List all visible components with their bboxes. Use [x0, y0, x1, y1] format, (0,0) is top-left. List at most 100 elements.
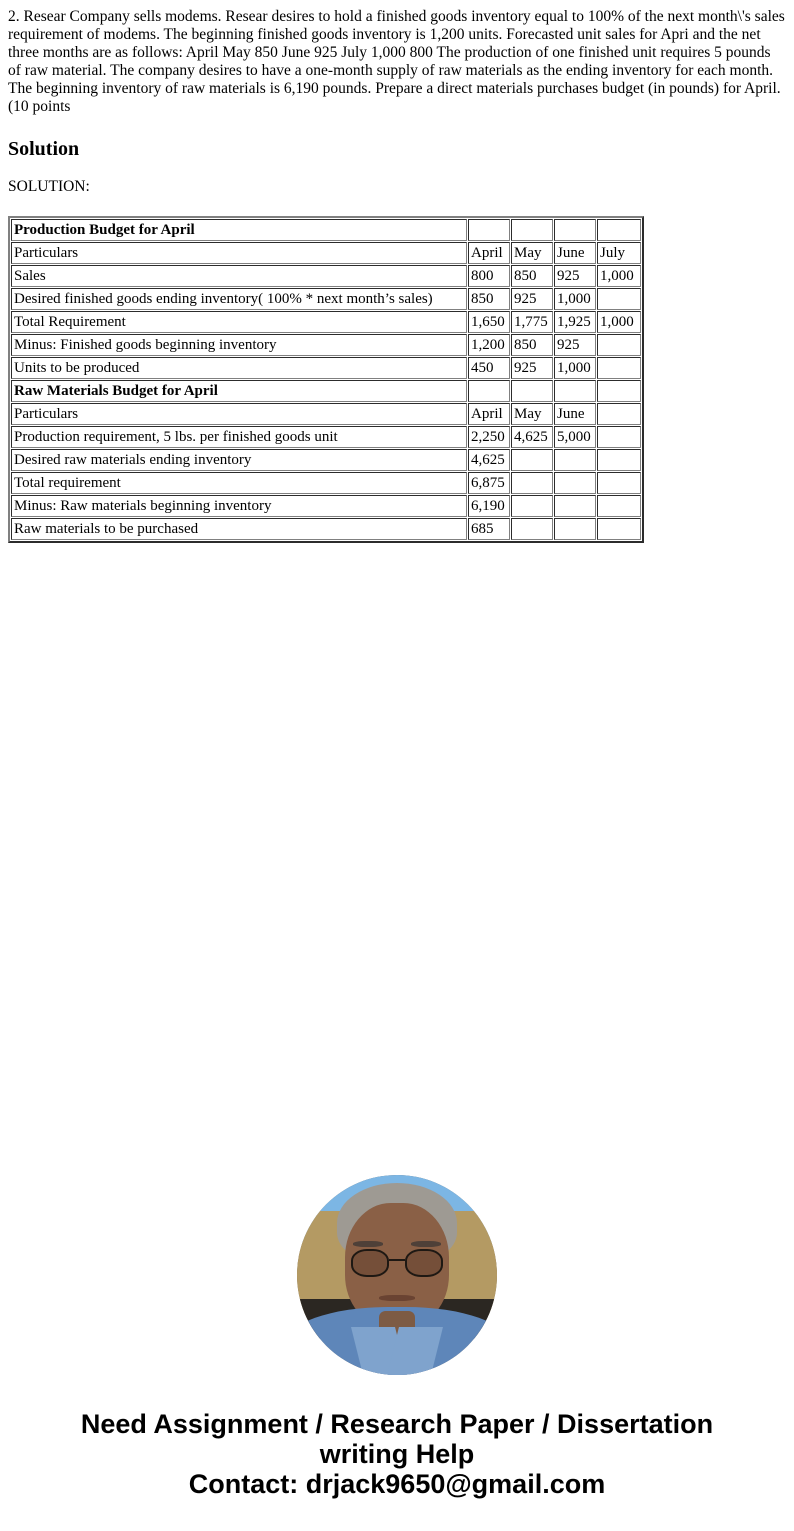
document-page: 2. Resear Company sells modems. Resear d… [0, 8, 794, 1499]
table-row-label: Minus: Finished goods beginning inventor… [11, 334, 467, 356]
table-cell: 1,000 [597, 311, 641, 333]
table-row-label: Total requirement [11, 472, 467, 494]
table-row: Total Requirement 1,650 1,775 1,925 1,000 [11, 311, 641, 333]
problem-statement: 2. Resear Company sells modems. Resear d… [8, 8, 785, 115]
table-cell: June [554, 242, 596, 264]
table-cell: 1,775 [511, 311, 553, 333]
avatar-eyebrow-right [411, 1241, 441, 1247]
table-cell: 925 [554, 265, 596, 287]
avatar-container [8, 1175, 786, 1375]
table-cell: 6,190 [468, 495, 510, 517]
table-row-label: Total Requirement [11, 311, 467, 333]
table-cell: 925 [511, 288, 553, 310]
table-cell [597, 449, 641, 471]
table-cell [597, 334, 641, 356]
table-cell: May [511, 242, 553, 264]
table-cell [511, 495, 553, 517]
avatar-eyeglass-right-icon [405, 1249, 443, 1277]
table-cell [597, 472, 641, 494]
solution-label: SOLUTION: [8, 178, 90, 195]
table-cell: 1,000 [554, 288, 596, 310]
table-row-label: Minus: Raw materials beginning inventory [11, 495, 467, 517]
table-cell: 4,625 [511, 426, 553, 448]
table-cell: 6,875 [468, 472, 510, 494]
table-section-title: Production Budget for April [11, 219, 467, 241]
table-cell: 850 [511, 265, 553, 287]
table-cell [597, 403, 641, 425]
promo-block: Need Assignment / Research Paper / Disse… [8, 1409, 786, 1499]
table-cell: 450 [468, 357, 510, 379]
table-section-title: Raw Materials Budget for April [11, 380, 467, 402]
table-cell: 4,625 [468, 449, 510, 471]
table-row-label: Units to be produced [11, 357, 467, 379]
table-cell [597, 495, 641, 517]
table-row-label: Desired raw materials ending inventory [11, 449, 467, 471]
table-cell: 5,000 [554, 426, 596, 448]
avatar [297, 1175, 497, 1375]
table-cell [554, 495, 596, 517]
table-cell [511, 449, 553, 471]
table-cell [554, 472, 596, 494]
table-cell: 850 [511, 334, 553, 356]
table-cell: 2,250 [468, 426, 510, 448]
table-cell: 1,000 [597, 265, 641, 287]
table-row: Total requirement 6,875 [11, 472, 641, 494]
table-row-label: Desired finished goods ending inventory(… [11, 288, 467, 310]
table-cell [554, 219, 596, 241]
table-row-label: Sales [11, 265, 467, 287]
table-cell: 1,925 [554, 311, 596, 333]
avatar-mouth [379, 1295, 415, 1301]
table-cell [554, 449, 596, 471]
promo-line-3: Contact: drjack9650@gmail.com [188, 1469, 606, 1499]
table-cell: 800 [468, 265, 510, 287]
table-row-label: Production requirement, 5 lbs. per finis… [11, 426, 467, 448]
table-cell [511, 219, 553, 241]
table-cell [511, 472, 553, 494]
table-cell [597, 380, 641, 402]
table-cell [554, 380, 596, 402]
table-cell [511, 380, 553, 402]
table-cell [511, 518, 553, 540]
table-cell: 1,200 [468, 334, 510, 356]
avatar-eyeglass-left-icon [351, 1249, 389, 1277]
avatar-eyeglass-bridge [389, 1259, 405, 1261]
table-cell: July [597, 242, 641, 264]
promo-line-2: writing Help [319, 1439, 475, 1469]
table-cell: 850 [468, 288, 510, 310]
table-row-label: Particulars [11, 403, 467, 425]
table-cell: 1,650 [468, 311, 510, 333]
table-row: Particulars April May June July [11, 242, 641, 264]
solution-heading: Solution [8, 138, 80, 160]
table-row: Sales 800 850 925 1,000 [11, 265, 641, 287]
table-row: Desired finished goods ending inventory(… [11, 288, 641, 310]
table-cell: 925 [511, 357, 553, 379]
table-row: Minus: Raw materials beginning inventory… [11, 495, 641, 517]
budget-table: Production Budget for April Particulars Ap… [8, 216, 644, 543]
table-cell [597, 518, 641, 540]
table-row: Desired raw materials ending inventory 4,… [11, 449, 641, 471]
table-cell [554, 518, 596, 540]
table-cell [468, 219, 510, 241]
table-cell: 925 [554, 334, 596, 356]
table-cell [597, 219, 641, 241]
table-cell: April [468, 242, 510, 264]
table-row: Raw materials to be purchased 685 [11, 518, 641, 540]
table-cell: 1,000 [554, 357, 596, 379]
promo-line-1: Need Assignment / Research Paper / Disse… [80, 1409, 714, 1439]
table-row-label: Raw materials to be purchased [11, 518, 467, 540]
table-row: Raw Materials Budget for April [11, 380, 641, 402]
table-row: Units to be produced 450 925 1,000 [11, 357, 641, 379]
table-cell: April [468, 403, 510, 425]
table-row-label: Particulars [11, 242, 467, 264]
table-row: Minus: Finished goods beginning inventor… [11, 334, 641, 356]
table-row: Production requirement, 5 lbs. per finis… [11, 426, 641, 448]
table-cell: May [511, 403, 553, 425]
budget-table-body: Production Budget for April Particulars Ap… [11, 219, 641, 540]
table-cell: 685 [468, 518, 510, 540]
table-cell: June [554, 403, 596, 425]
table-cell [597, 357, 641, 379]
table-cell [468, 380, 510, 402]
table-row: Production Budget for April [11, 219, 641, 241]
table-row: Particulars April May June [11, 403, 641, 425]
table-cell [597, 426, 641, 448]
